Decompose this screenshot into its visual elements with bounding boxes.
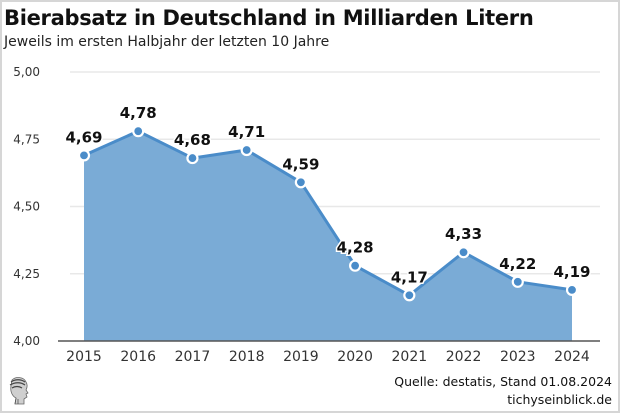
- data-labels: 4,69 4,78 4,68 4,71 4,59 4,28 4,17 4,33 4,22 4,19: [64, 103, 592, 288]
- x-tick-label: 2023: [500, 349, 536, 365]
- chart-title: Bierabsatz in Deutschland in Milliarden …: [4, 6, 534, 30]
- data-markers: [77, 125, 579, 302]
- data-point-marker: [132, 125, 145, 138]
- x-tick-label: 2018: [229, 349, 265, 365]
- data-label: 4,71: [228, 123, 265, 141]
- site-link[interactable]: tichyseinblick.de: [507, 392, 612, 407]
- chart-subtitle: Jeweils im ersten Halbjahr der letzten 1…: [4, 34, 330, 50]
- data-label: 4,33: [445, 225, 482, 243]
- data-point-marker: [186, 151, 199, 165]
- data-label: 4,69: [65, 128, 102, 146]
- x-tick-label: 2021: [392, 349, 428, 365]
- data-point-marker: [77, 149, 91, 162]
- data-point-marker: [294, 176, 307, 189]
- series-line: [83, 129, 573, 297]
- x-tick-label: 2015: [66, 349, 102, 365]
- y-tick-label: 4,75: [13, 132, 40, 146]
- x-tick-label: 2017: [175, 349, 211, 365]
- x-tick-label: 2019: [283, 349, 319, 365]
- data-point-marker: [240, 143, 253, 157]
- y-tick-label: 4,25: [13, 267, 40, 281]
- data-point-marker: [511, 275, 524, 288]
- y-tick-label: 5,00: [13, 65, 40, 79]
- source-text: Quelle: destatis, Stand 01.08.2024: [394, 374, 612, 389]
- x-axis-labels: 2015 2016 2017 2018 2019 2020 2021 2022 2023 2024: [66, 349, 590, 365]
- classical-head-logo-icon: [9, 377, 29, 405]
- source-note: Quelle: destatis, Stand 01.08.2024 tichy…: [394, 373, 612, 409]
- data-label: 4,68: [174, 131, 211, 149]
- y-axis-labels: 4,00 4,25 4,50 4,75 5,00: [13, 65, 40, 348]
- data-label: 4,78: [120, 104, 157, 122]
- data-label: 4,59: [282, 155, 319, 173]
- data-point-marker: [565, 283, 579, 296]
- y-tick-label: 4,00: [13, 334, 40, 348]
- x-tick-label: 2022: [446, 349, 482, 365]
- data-point-marker: [403, 289, 416, 302]
- x-tick-label: 2020: [337, 349, 373, 365]
- data-point-marker: [349, 259, 362, 272]
- data-point-marker: [457, 246, 470, 259]
- area-fill: [84, 131, 572, 341]
- data-label: 4,22: [499, 255, 536, 273]
- x-tick-label: 2024: [554, 349, 590, 365]
- data-label: 4,28: [337, 239, 374, 257]
- data-label: 4,17: [391, 268, 428, 286]
- y-tick-label: 4,50: [13, 200, 40, 214]
- data-label: 4,19: [553, 263, 590, 281]
- x-tick-label: 2016: [120, 349, 156, 365]
